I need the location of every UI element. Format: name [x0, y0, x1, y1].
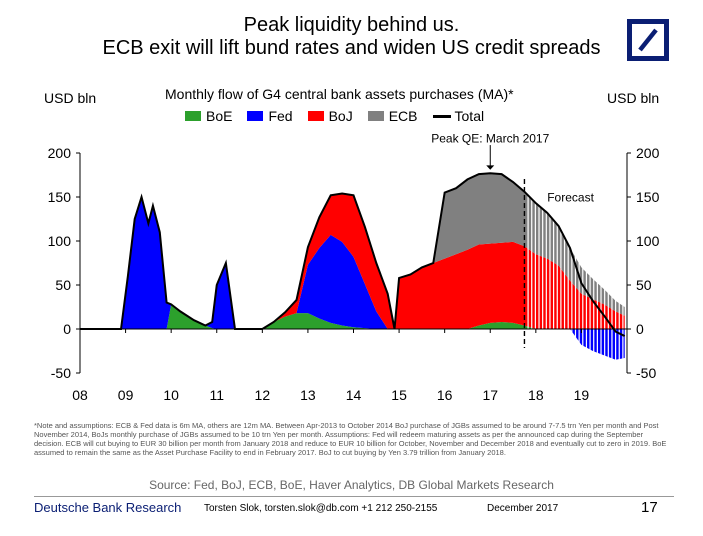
- y-tick-label-left: 50: [55, 277, 71, 293]
- peak-arrow-head: [486, 165, 495, 170]
- y-tick-label-right: 50: [636, 277, 652, 293]
- y-axis-label-right: USD bln: [607, 90, 660, 106]
- x-tick-label: 10: [163, 387, 179, 403]
- y-axis-label-left: USD bln: [44, 90, 97, 106]
- x-tick-label: 18: [528, 387, 544, 403]
- legend-item-boj: BoJ: [307, 108, 353, 124]
- y-tick-label-left: 100: [48, 233, 72, 249]
- x-tick-label: 14: [346, 387, 362, 403]
- chart-title: Monthly flow of G4 central bank assets p…: [165, 86, 514, 102]
- x-tick-label: 12: [255, 387, 271, 403]
- total-line: [80, 172, 626, 337]
- y-tick-label-right: 200: [636, 145, 660, 161]
- footer-brand: Deutsche Bank Research: [34, 500, 182, 515]
- chart-legend: BoE Fed BoJ ECB Total: [185, 108, 499, 124]
- y-tick-label-right: 150: [636, 189, 660, 205]
- y-tick-label-right: 0: [636, 321, 644, 337]
- area-boj: [80, 193, 625, 329]
- y-tick-label-left: -50: [51, 365, 71, 381]
- y-tick-label-right: 100: [636, 233, 660, 249]
- area-ecb: [80, 173, 625, 329]
- x-tick-label: 13: [300, 387, 316, 403]
- y-tick-label-right: -50: [636, 365, 656, 381]
- x-tick-label: 17: [482, 387, 498, 403]
- page-number: 17: [641, 499, 658, 516]
- y-tick-label-left: 200: [48, 145, 72, 161]
- x-tick-label: 15: [391, 387, 407, 403]
- x-tick-label: 08: [72, 387, 88, 403]
- x-tick-label: 19: [574, 387, 590, 403]
- x-tick-label: 11: [209, 387, 224, 403]
- deutsche-bank-logo: [627, 19, 669, 61]
- y-tick-label-left: 0: [63, 321, 71, 337]
- footer-author: Torsten Slok, torsten.slok@db.com +1 212…: [204, 503, 438, 514]
- x-tick-label: 09: [118, 387, 134, 403]
- legend-item-total: Total: [432, 108, 484, 124]
- chart-note: *Note and assumptions: ECB & Fed data is…: [34, 421, 667, 457]
- chart-source: Source: Fed, BoJ, ECB, BoE, Haver Analyt…: [149, 478, 554, 492]
- footer-date: December 2017: [487, 503, 559, 514]
- legend-item-ecb: ECB: [367, 108, 418, 124]
- forecast-label: Forecast: [547, 190, 594, 204]
- peak-label: Peak QE: March 2017: [431, 131, 549, 145]
- legend-item-fed: Fed: [247, 108, 293, 124]
- y-tick-label-left: 150: [48, 189, 72, 205]
- footer-divider: [34, 496, 674, 497]
- x-tick-label: 16: [437, 387, 453, 403]
- page-title: Peak liquidity behind us.: [243, 14, 460, 36]
- legend-item-boe: BoE: [185, 108, 232, 124]
- page-subtitle: ECB exit will lift bund rates and widen …: [102, 37, 601, 59]
